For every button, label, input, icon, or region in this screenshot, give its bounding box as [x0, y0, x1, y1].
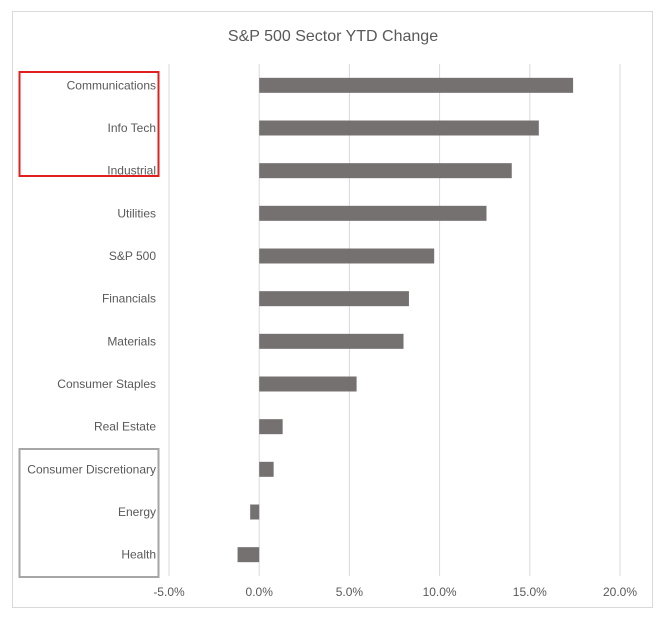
bar-8 [259, 419, 283, 435]
category-label-11: Health [121, 548, 156, 562]
category-label-5: Financials [102, 292, 156, 306]
bar-5 [259, 291, 409, 307]
highlight-box-top [18, 71, 160, 177]
category-label-10: Energy [118, 505, 156, 519]
category-label-4: S&P 500 [109, 249, 156, 263]
category-label-6: Materials [107, 334, 156, 348]
category-label-9: Consumer Discretionary [27, 462, 156, 476]
bar-0 [259, 77, 574, 93]
x-tick-labels: -5.0% 0.0% 5.0% 10.0% 15.0% 20.0% [153, 585, 637, 599]
category-label-1: Info Tech [108, 121, 156, 135]
category-label-2: Industrial [107, 164, 156, 178]
x-tick-label-3: 10.0% [423, 585, 457, 599]
x-tick-label-1: 0.0% [246, 585, 274, 599]
chart-title: S&P 500 Sector YTD Change [227, 28, 439, 45]
bar-3 [259, 205, 487, 221]
chart-frame [12, 11, 653, 608]
bar-2 [259, 163, 512, 179]
highlight-box-bottom [18, 448, 160, 578]
category-labels: Communications Info Tech Industrial Utiliti… [27, 78, 156, 561]
x-tick-label-5: 20.0% [603, 585, 637, 599]
category-label-7: Consumer Staples [57, 377, 156, 391]
bars [237, 77, 574, 563]
bar-1 [259, 120, 539, 136]
bar-9 [259, 461, 274, 477]
bar-4 [259, 248, 435, 264]
category-label-8: Real Estate [94, 420, 156, 434]
x-tick-label-2: 5.0% [336, 585, 364, 599]
bar-10 [250, 504, 260, 520]
bar-7 [259, 376, 357, 392]
x-tick-label-4: 15.0% [513, 585, 547, 599]
category-label-0: Communications [67, 78, 156, 92]
highlight-boxes [18, 71, 160, 578]
grid-lines [168, 64, 621, 576]
category-label-3: Utilities [117, 206, 156, 220]
bar-11 [237, 547, 260, 563]
x-tick-label-0: -5.0% [153, 585, 185, 599]
bar-6 [259, 333, 404, 349]
